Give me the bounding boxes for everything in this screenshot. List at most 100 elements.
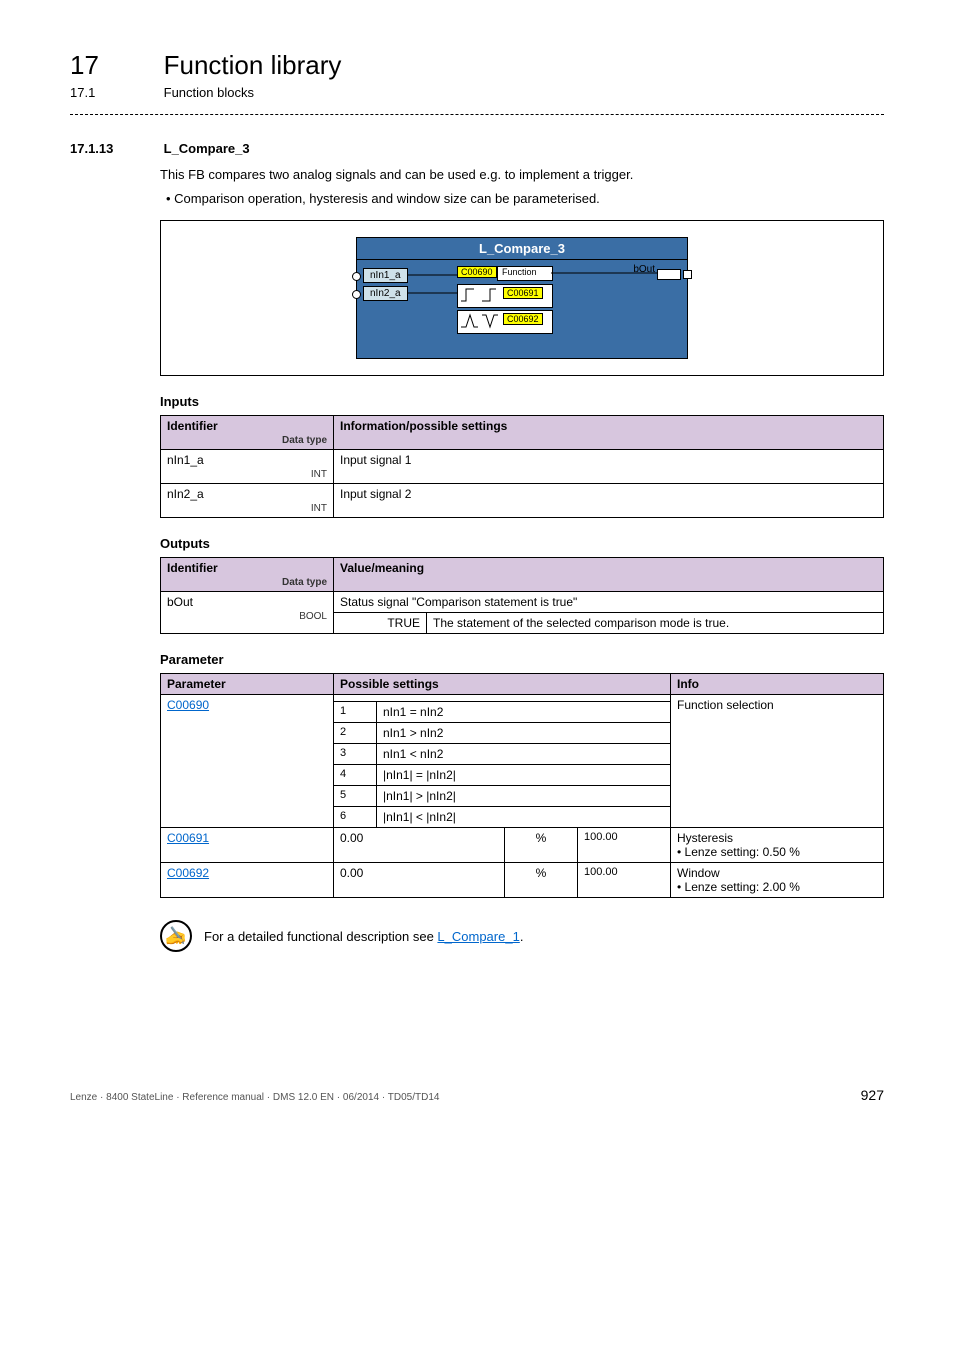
page-header: 17 Function library bbox=[70, 50, 884, 81]
tip-after: . bbox=[520, 929, 524, 944]
fb-input-1: nIn1_a bbox=[363, 268, 408, 283]
section-heading: 17.1.13 L_Compare_3 bbox=[70, 141, 884, 156]
link-lcompare1[interactable]: L_Compare_1 bbox=[437, 929, 519, 944]
cell-param-code: C00692 bbox=[161, 863, 334, 898]
section-intro: This FB compares two analog signals and … bbox=[160, 166, 884, 184]
hand-glyph: ✍ bbox=[165, 926, 187, 947]
table-header-row: Identifier Data type Value/meaning bbox=[161, 558, 884, 592]
col-parameter: Parameter bbox=[161, 674, 334, 695]
window-icon bbox=[460, 313, 500, 329]
col-datatype-label: Data type bbox=[167, 433, 327, 446]
chapter-title: Function library bbox=[164, 50, 342, 80]
subsection-number: 17.1 bbox=[70, 85, 160, 100]
fb-output: bOut bbox=[633, 264, 655, 275]
section-bullet: • Comparison operation, hysteresis and w… bbox=[178, 190, 884, 208]
link-c00691[interactable]: C00691 bbox=[167, 831, 209, 845]
bullet-text: Comparison operation, hysteresis and win… bbox=[174, 191, 600, 206]
cell-unit: % bbox=[505, 863, 578, 898]
chapter-number: 17 bbox=[70, 50, 160, 81]
cell-min: 0.00 bbox=[334, 863, 505, 898]
col-info: Info bbox=[671, 674, 884, 695]
identifier-text: nIn1_a bbox=[167, 453, 327, 467]
inputs-heading: Inputs bbox=[160, 394, 884, 409]
fb-title: L_Compare_3 bbox=[357, 238, 687, 260]
function-block-diagram: L_Compare_3 nIn1_a nIn2_a C00690 Functio… bbox=[160, 220, 884, 376]
fb-function-label: Function bbox=[502, 267, 537, 277]
info-title: Hysteresis bbox=[677, 831, 733, 845]
col-identifier: Identifier Data type bbox=[161, 416, 334, 450]
identifier-text: bOut bbox=[167, 595, 327, 609]
section-title: L_Compare_3 bbox=[164, 141, 250, 156]
link-c00692[interactable]: C00692 bbox=[167, 866, 209, 880]
cell-unit: % bbox=[505, 828, 578, 863]
cell-info: Function selection bbox=[671, 695, 884, 828]
outputs-table: Identifier Data type Value/meaning bOut … bbox=[160, 557, 884, 634]
opt-num: 5 bbox=[334, 786, 377, 807]
info-sub: • Lenze setting: 2.00 % bbox=[677, 880, 800, 894]
parameter-table: Parameter Possible settings Info C00690 … bbox=[160, 673, 884, 898]
table-row: C00691 0.00 % 100.00 Hysteresis • Lenze … bbox=[161, 828, 884, 863]
page-subheader: 17.1 Function blocks bbox=[70, 85, 884, 100]
subsection-title: Function blocks bbox=[164, 85, 254, 100]
port-circle-icon bbox=[352, 290, 361, 299]
fb-code-c00692: C00692 bbox=[503, 313, 543, 325]
tip-before: For a detailed functional description se… bbox=[204, 929, 437, 944]
col-identifier-label: Identifier bbox=[167, 419, 218, 433]
fb-body: nIn1_a nIn2_a C00690 Function C00691 C00… bbox=[357, 260, 687, 344]
fb-box: L_Compare_3 nIn1_a nIn2_a C00690 Functio… bbox=[356, 237, 688, 359]
info-title: Window bbox=[677, 866, 720, 880]
opt-num: 3 bbox=[334, 744, 377, 765]
opt-text: nIn1 = nIn2 bbox=[377, 702, 671, 723]
inner-true-table: TRUE The statement of the selected compa… bbox=[334, 613, 883, 633]
port-square-inner bbox=[657, 269, 681, 280]
col-identifier-label: Identifier bbox=[167, 561, 218, 575]
cell-info: Input signal 2 bbox=[334, 484, 884, 518]
page-number: 927 bbox=[861, 1087, 884, 1103]
table-row: TRUE The statement of the selected compa… bbox=[334, 613, 883, 633]
port-square-icon bbox=[683, 270, 692, 279]
identifier-text: nIn2_a bbox=[167, 487, 327, 501]
table-row: nIn2_a INT Input signal 2 bbox=[161, 484, 884, 518]
cell-max: 100.00 bbox=[578, 828, 671, 863]
cell-max: 100.00 bbox=[578, 863, 671, 898]
cell-info: Input signal 1 bbox=[334, 450, 884, 484]
table-row: C00692 0.00 % 100.00 Window • Lenze sett… bbox=[161, 863, 884, 898]
port-circle-icon bbox=[352, 272, 361, 281]
parameter-heading: Parameter bbox=[160, 652, 884, 667]
cell-info: Hysteresis • Lenze setting: 0.50 % bbox=[671, 828, 884, 863]
cell-info: Window • Lenze setting: 2.00 % bbox=[671, 863, 884, 898]
table-row: bOut BOOL Status signal "Comparison stat… bbox=[161, 592, 884, 613]
table-row: nIn1_a INT Input signal 1 bbox=[161, 450, 884, 484]
datatype-text: INT bbox=[167, 501, 327, 514]
fb-code-c00691: C00691 bbox=[503, 287, 543, 299]
cell-param-code: C00690 bbox=[161, 695, 334, 828]
true-label: TRUE bbox=[334, 613, 427, 633]
link-c00690[interactable]: C00690 bbox=[167, 698, 209, 712]
col-value: Value/meaning bbox=[334, 558, 884, 592]
tip-text: For a detailed functional description se… bbox=[204, 929, 523, 944]
opt-text: |nIn1| > |nIn2| bbox=[377, 786, 671, 807]
col-datatype-label: Data type bbox=[167, 575, 327, 588]
cell-empty bbox=[334, 695, 671, 702]
inputs-table: Identifier Data type Information/possibl… bbox=[160, 415, 884, 518]
page-footer: Lenze · 8400 StateLine · Reference manua… bbox=[70, 1092, 884, 1103]
col-info: Information/possible settings bbox=[334, 416, 884, 450]
cell-identifier: nIn1_a INT bbox=[161, 450, 334, 484]
fb-code-c00690: C00690 bbox=[457, 266, 497, 278]
opt-num: 2 bbox=[334, 723, 377, 744]
cell-min: 0.00 bbox=[334, 828, 505, 863]
table-row: C00690 Function selection bbox=[161, 695, 884, 702]
opt-num: 1 bbox=[334, 702, 377, 723]
col-identifier: Identifier Data type bbox=[161, 558, 334, 592]
info-sub: • Lenze setting: 0.50 % bbox=[677, 845, 800, 859]
table-header-row: Parameter Possible settings Info bbox=[161, 674, 884, 695]
cell-true-row: TRUE The statement of the selected compa… bbox=[334, 613, 884, 634]
tip-row: ✍ For a detailed functional description … bbox=[160, 920, 884, 952]
cell-param-code: C00691 bbox=[161, 828, 334, 863]
opt-text: nIn1 < nIn2 bbox=[377, 744, 671, 765]
opt-text: |nIn1| < |nIn2| bbox=[377, 807, 671, 828]
datatype-text: BOOL bbox=[167, 609, 327, 622]
datatype-text: INT bbox=[167, 467, 327, 480]
hysteresis-icon bbox=[460, 287, 500, 303]
table-header-row: Identifier Data type Information/possibl… bbox=[161, 416, 884, 450]
